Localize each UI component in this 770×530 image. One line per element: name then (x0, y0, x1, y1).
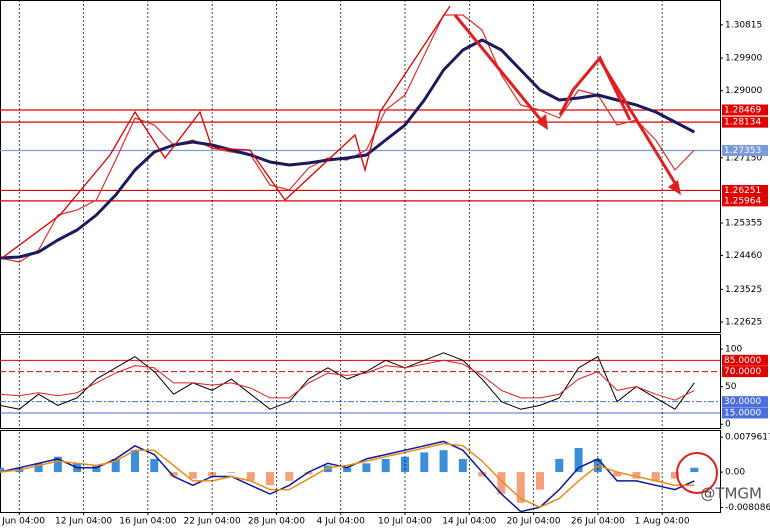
histogram-bar (150, 458, 159, 473)
trend-arrow (598, 59, 680, 189)
histogram-bar (208, 472, 217, 477)
series-line (0, 352, 695, 410)
x-tick-label: 22 Jun 04:00 (184, 517, 241, 527)
histogram-bar (439, 450, 448, 473)
y-tick-label: 1.29900 (725, 54, 762, 64)
histogram-bar (536, 472, 544, 490)
histogram-bar (497, 472, 506, 495)
highlight-circle (676, 452, 718, 494)
y-tick-label: 70.0000 (724, 367, 761, 377)
price-level-label-bg (722, 104, 768, 116)
y-tick-label: 50 (725, 382, 737, 392)
histogram-bar (323, 465, 332, 473)
histogram-bar (0, 467, 4, 473)
y-tick-label: 1.29000 (725, 86, 762, 96)
y-tick-label: 30.0000 (724, 397, 761, 407)
y-tick-label: 0.00 (725, 468, 745, 478)
y-tick-label: 15.0000 (724, 408, 761, 418)
level-label-bg (722, 354, 768, 366)
histogram-bar (613, 472, 622, 477)
histogram-bar (381, 458, 390, 473)
histogram-bar (516, 472, 525, 503)
zigzag (1, 5, 451, 259)
histogram-bar (458, 458, 467, 473)
price-level-label-bg (722, 144, 768, 156)
y-tick-label: 1.30815 (725, 20, 762, 30)
histogram-bar (111, 458, 120, 473)
histogram-bar (131, 450, 139, 473)
price-level-label: 1.28469 (724, 105, 761, 115)
price-level-label-bg (722, 116, 768, 128)
y-tick-label: 1.24460 (725, 251, 762, 261)
drawings (1, 5, 718, 494)
histogram-bar (478, 472, 487, 477)
histogram-bar (188, 472, 197, 479)
y-tick-label: 100 (725, 345, 742, 355)
histogram-bar (304, 472, 313, 475)
histogram-bar (92, 465, 101, 473)
trend-line (558, 55, 632, 121)
watermark: @TMGM (700, 485, 762, 503)
x-tick-label: 4 Jul 04:00 (317, 517, 366, 527)
y-tick-label: 1.23525 (725, 285, 762, 295)
histogram-bar (690, 467, 699, 473)
histogram-bar (651, 472, 660, 481)
histogram-bar (227, 472, 236, 473)
price-level-label: 1.28134 (724, 118, 761, 128)
histogram-bar (574, 447, 583, 473)
y-tick-label: 1.25355 (725, 218, 762, 228)
histogram-bar (266, 472, 274, 486)
histogram-bar (555, 458, 564, 473)
x-tick-label: 16 Jun 04:00 (119, 517, 176, 527)
histogram-bar (420, 452, 429, 473)
x-tick-label: 10 Jul 04:00 (378, 517, 432, 527)
panel-frame (0, 334, 721, 429)
arrow-head (668, 180, 681, 195)
histogram-bar (285, 472, 294, 481)
arrow-head (536, 114, 548, 130)
level-label-bg (722, 366, 768, 378)
histogram-bar (362, 463, 371, 473)
histogram-bar (169, 472, 178, 477)
y-tick-label: 0 (725, 420, 731, 430)
x-tick-label: 26 Jul 04:00 (571, 517, 625, 527)
price-level-label-bg (722, 184, 768, 196)
level-label-bg (722, 407, 768, 419)
y-tick-label: 0.0079617 (725, 433, 770, 443)
histogram-bar (671, 472, 679, 479)
x-tick-label: 6 Jun 04:00 (0, 517, 45, 527)
panel-frame (0, 0, 721, 333)
level-label-bg (722, 396, 768, 408)
x-tick-label: 12 Jun 04:00 (55, 517, 112, 527)
x-tick-label: 20 Jul 04:00 (507, 517, 561, 527)
price-level-label: 1.26251 (724, 186, 761, 196)
histogram-bar (34, 463, 43, 473)
series-line (0, 14, 695, 263)
series-line (0, 440, 695, 513)
x-tick-label: 1 Aug 04:00 (635, 517, 690, 527)
histogram-bar (53, 456, 62, 473)
histogram-bar (343, 467, 352, 473)
price-level-label: 1.25964 (724, 196, 761, 206)
series-line (0, 38, 695, 260)
trend-arrow (453, 14, 547, 126)
y-tick-label: -0.0080865 (725, 503, 770, 513)
y-tick-label: 85.0000 (724, 356, 761, 366)
series-line (0, 442, 695, 508)
price-level-label: 1.27353 (724, 146, 761, 156)
y-tick-label: 1.27150 (725, 153, 762, 163)
histogram-bar (246, 472, 255, 481)
x-tick-label: 14 Jul 04:00 (442, 517, 496, 527)
y-tick-label: 1.22625 (725, 318, 762, 328)
histogram-bar (632, 472, 641, 479)
price-level-label-bg (722, 195, 768, 207)
series-line (0, 359, 695, 401)
x-tick-label: 28 Jun 04:00 (248, 517, 305, 527)
